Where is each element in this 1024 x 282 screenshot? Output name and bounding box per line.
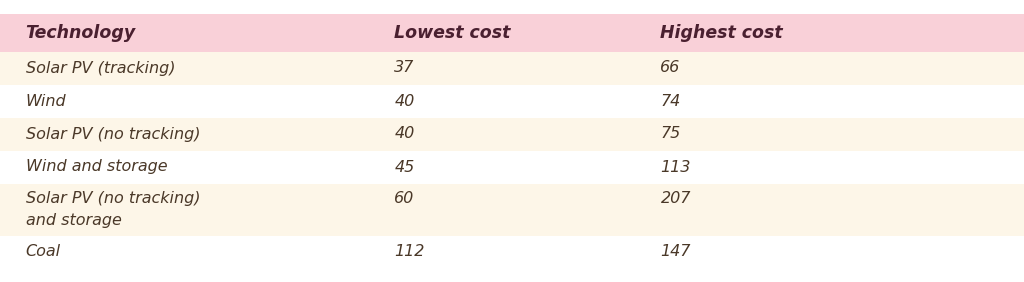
Text: 147: 147 xyxy=(660,244,691,259)
Bar xyxy=(0,85,1024,118)
Bar xyxy=(0,151,1024,184)
Text: Wind and storage: Wind and storage xyxy=(26,160,167,175)
Bar xyxy=(0,14,1024,52)
Text: Coal: Coal xyxy=(26,244,60,259)
Text: 45: 45 xyxy=(394,160,415,175)
Text: Highest cost: Highest cost xyxy=(660,23,783,41)
Text: 75: 75 xyxy=(660,127,681,142)
Text: Solar PV (no tracking): Solar PV (no tracking) xyxy=(26,191,200,206)
Bar xyxy=(0,52,1024,85)
Text: Technology: Technology xyxy=(26,23,136,41)
Bar xyxy=(0,235,1024,268)
Bar xyxy=(0,118,1024,151)
Text: Lowest cost: Lowest cost xyxy=(394,23,511,41)
Text: Solar PV (tracking): Solar PV (tracking) xyxy=(26,61,175,76)
Text: and storage: and storage xyxy=(26,213,122,228)
Text: 37: 37 xyxy=(394,61,415,76)
Text: Solar PV (no tracking): Solar PV (no tracking) xyxy=(26,127,200,142)
Text: 60: 60 xyxy=(394,191,415,206)
Text: 113: 113 xyxy=(660,160,691,175)
Text: 74: 74 xyxy=(660,94,681,109)
Bar xyxy=(0,268,1024,282)
Text: 40: 40 xyxy=(394,127,415,142)
Text: 207: 207 xyxy=(660,191,691,206)
Text: 66: 66 xyxy=(660,61,681,76)
Text: 112: 112 xyxy=(394,244,425,259)
Text: 40: 40 xyxy=(394,94,415,109)
Text: Wind: Wind xyxy=(26,94,67,109)
Bar xyxy=(0,184,1024,235)
